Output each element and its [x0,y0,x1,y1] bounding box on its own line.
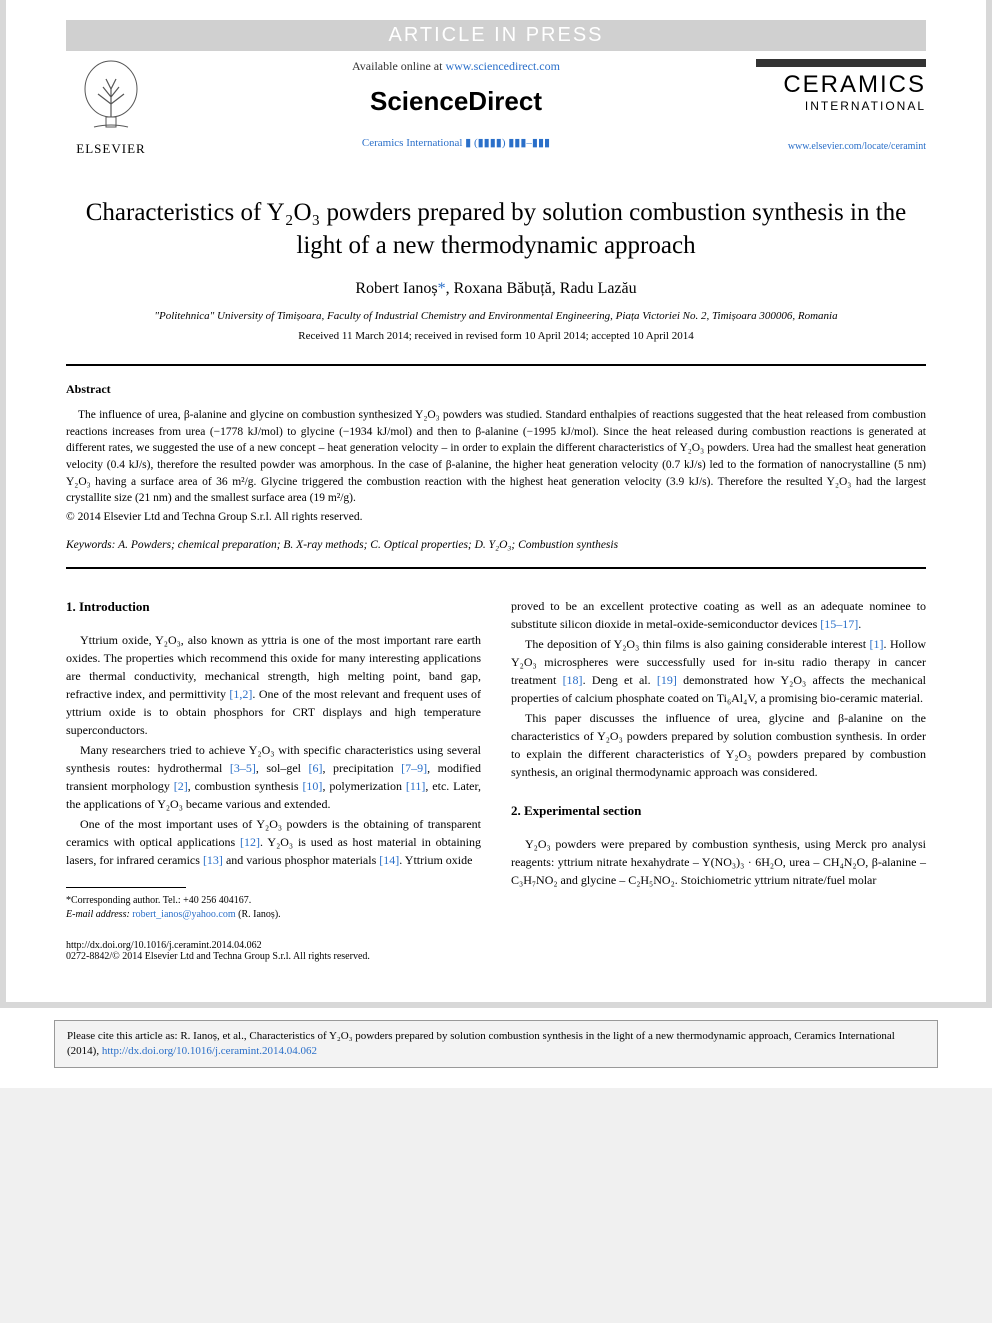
available-online: Available online at www.sciencedirect.co… [176,59,736,74]
footnote-email-line: E-mail address: robert_ianos@yahoo.com (… [66,908,481,922]
intro-para-5: The deposition of Y₂O₃ thin films is als… [511,635,926,707]
abstract-copyright: © 2014 Elsevier Ltd and Techna Group S.r… [66,511,926,523]
header-center: Available online at www.sciencedirect.co… [176,59,736,151]
footnote-separator [66,887,186,888]
ceramics-homepage-link[interactable]: www.elsevier.com/locate/ceramint [756,141,926,152]
keywords-text: A. Powders; chemical preparation; B. X-r… [115,539,618,551]
body-columns: 1. Introduction Yttrium oxide, Y₂O₃, als… [66,597,926,922]
keywords-line: Keywords: A. Powders; chemical preparati… [66,539,926,551]
author-email-link[interactable]: robert_ianos@yahoo.com [132,909,235,920]
ref-link[interactable]: [2] [174,779,188,793]
ref-link[interactable]: [3–5] [230,761,256,775]
article-in-press-banner: ARTICLE IN PRESS [66,20,926,51]
affiliation: "Politehnica" University of Timișoara, F… [66,310,926,322]
ref-link[interactable]: [18] [563,673,583,687]
footnote-tel: *Corresponding author. Tel.: +40 256 404… [66,894,481,908]
article-dates: Received 11 March 2014; received in revi… [66,330,926,342]
sciencedirect-logo: ScienceDirect [176,86,736,117]
page: ARTICLE IN PRESS ELSEVIER Available onli… [0,0,992,1088]
issn-line: 0272-8842/© 2014 Elsevier Ltd and Techna… [66,951,926,962]
ref-link[interactable]: [1] [870,637,884,651]
ref-link[interactable]: [15–17] [820,617,858,631]
author-2: Roxana Băbuță [454,280,552,297]
ref-link[interactable]: [6] [309,761,323,775]
doi-block: http://dx.doi.org/10.1016/j.ceramint.201… [66,940,926,962]
abstract-section: Abstract The influence of urea, β-alanin… [66,382,926,523]
sciencedirect-url-link[interactable]: www.sciencedirect.com [445,59,560,73]
intro-para-1: Yttrium oxide, Y₂O₃, also known as yttri… [66,631,481,739]
intro-para-3: One of the most important uses of Y₂O₃ p… [66,815,481,869]
elsevier-tree-icon [76,59,146,139]
divider [66,364,926,366]
ceramics-title: CERAMICS [756,71,926,99]
introduction-heading: 1. Introduction [66,597,481,617]
elsevier-label: ELSEVIER [76,141,145,157]
abstract-label: Abstract [66,382,926,397]
author-3: Radu Lazău [560,280,637,297]
exp-para-1: Y₂O₃ powders were prepared by combustion… [511,835,926,889]
author-1: Robert Ianoș [355,280,437,297]
intro-para-6: This paper discusses the influence of ur… [511,709,926,781]
intro-para-4: proved to be an excellent protective coa… [511,597,926,633]
ceramics-bar [756,59,926,67]
content-frame: ARTICLE IN PRESS ELSEVIER Available onli… [0,0,992,1008]
doi-url: http://dx.doi.org/10.1016/j.ceramint.201… [66,940,926,951]
header-row: ELSEVIER Available online at www.science… [66,59,926,157]
sep: , [552,280,560,297]
experimental-heading: 2. Experimental section [511,801,926,821]
ref-link[interactable]: [1,2] [229,687,252,701]
left-column: 1. Introduction Yttrium oxide, Y₂O₃, als… [66,597,481,922]
elsevier-logo: ELSEVIER [66,59,156,157]
keywords-label: Keywords: [66,539,115,551]
author-list: Robert Ianoș*, Roxana Băbuță, Radu Lazău [66,280,926,298]
ref-link[interactable]: [12] [240,835,260,849]
divider [66,567,926,569]
corresponding-author-footnote: *Corresponding author. Tel.: +40 256 404… [66,894,481,922]
ref-link[interactable]: [19] [657,673,677,687]
corresponding-author-mark[interactable]: * [438,280,446,297]
citation-box: Please cite this article as: R. Ianoș, e… [54,1020,938,1069]
journal-reference-link[interactable]: Ceramics International ▮ (▮▮▮▮) ▮▮▮–▮▮▮ [362,137,550,149]
article-title: Characteristics of Y₂O₃ powders prepared… [66,197,926,262]
ref-link[interactable]: [10] [302,779,322,793]
ref-link[interactable]: [11] [406,779,426,793]
available-prefix: Available online at [352,59,445,73]
intro-para-2: Many researchers tried to achieve Y₂O₃ w… [66,741,481,813]
ref-link[interactable]: [14] [379,853,399,867]
abstract-text: The influence of urea, β-alanine and gly… [66,407,926,507]
ceramics-journal-logo: CERAMICS INTERNATIONAL www.elsevier.com/… [756,59,926,152]
right-column: proved to be an excellent protective coa… [511,597,926,922]
citation-doi-link[interactable]: http://dx.doi.org/10.1016/j.ceramint.201… [102,1045,317,1057]
ref-link[interactable]: [13] [203,853,223,867]
sep: , [446,280,454,297]
ceramics-subtitle: INTERNATIONAL [756,99,926,113]
ref-link[interactable]: [7–9] [401,761,427,775]
